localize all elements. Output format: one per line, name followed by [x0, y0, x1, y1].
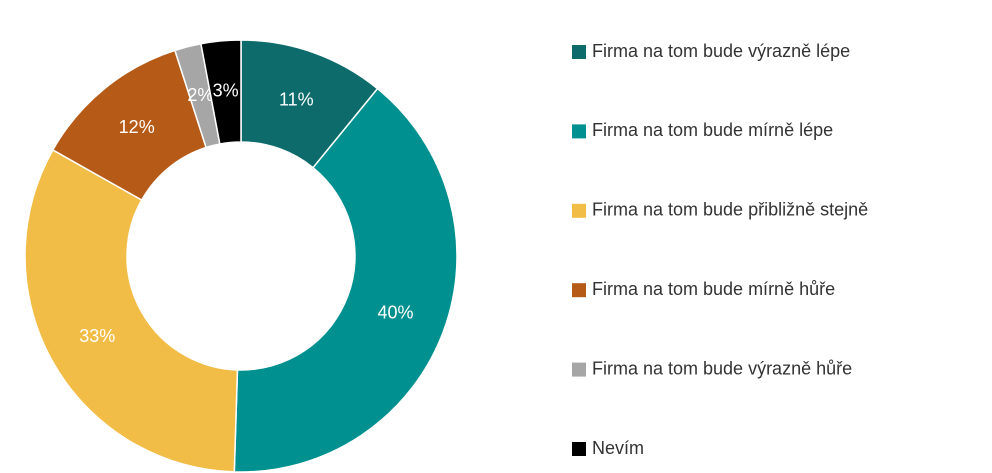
legend-label: Firma na tom bude mírně lépe: [592, 120, 833, 140]
data-label: 33%: [79, 326, 115, 346]
legend-label: Nevím: [592, 438, 644, 458]
donut-slice: [200, 39, 242, 145]
donut-slice: [233, 87, 458, 473]
legend-label: Firma na tom bude výrazně hůře: [592, 358, 852, 378]
legend-swatch: [572, 124, 586, 139]
legend-swatch: [572, 45, 586, 59]
legend-swatch: [572, 442, 586, 456]
data-label: 11%: [279, 89, 314, 109]
donut-slice: [24, 148, 239, 473]
legend-label: Firma na tom bude výrazně lépe: [592, 41, 850, 61]
data-label: 40%: [378, 303, 414, 323]
data-label: 2%: [187, 85, 213, 105]
legend-swatch: [572, 203, 586, 218]
legend-swatch: [572, 362, 586, 377]
data-label: 3%: [213, 80, 239, 100]
legend-swatch: [572, 283, 586, 298]
data-label: 12%: [119, 117, 155, 137]
legend-label: Firma na tom bude přibližně stejně: [592, 200, 868, 220]
legend-label: Firma na tom bude mírně hůře: [592, 279, 835, 299]
